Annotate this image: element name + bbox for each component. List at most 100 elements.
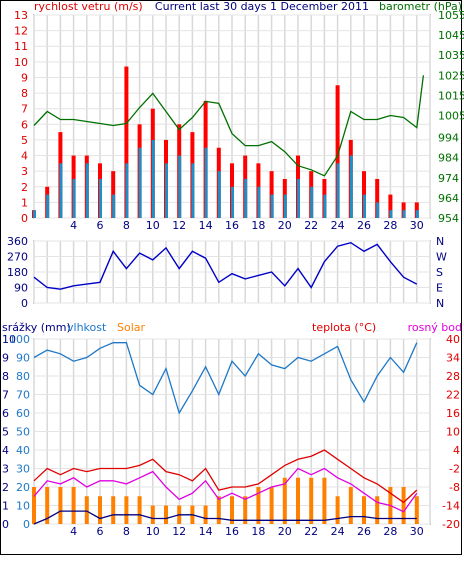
p1-left-axis-label: rychlost vetru (m/s) [34,0,143,13]
p1-wind-bar [402,210,406,218]
p3-x-tick-label: 24 [331,525,345,538]
p1-wind-bar [33,210,36,218]
p3-temperature-line [33,449,418,504]
p1-right-tick-label: 1015 [438,89,464,102]
chart-title: Current last 30 days 1 December 2011 [155,0,369,13]
p3-x-tick-label: 26 [357,525,371,538]
p1-left-tick-label: 8 [21,87,28,100]
p1-left-tick-label: 0 [21,212,28,225]
p3-rain-tick-label: 0 [2,518,9,531]
p1-pressure-line [33,75,425,177]
p1-right-tick-label: 974 [438,172,459,185]
p3-rain-tick-label: 6 [2,407,9,420]
p1-x-tick-label: 10 [146,219,160,232]
p1-x-tick-label: 24 [331,219,345,232]
p2-right-tick-label: S [436,266,443,279]
p1-wind-bar [85,163,89,218]
p3-solar-bar [296,477,300,524]
p3-x-tick-label: 20 [278,525,292,538]
p3-temp-tick-label: -2 [449,463,460,476]
p1-right-tick-label: 984 [438,152,459,165]
p1-wind-bar [125,163,129,218]
p1-left-tick-label: 13 [14,9,28,22]
p1-wind-bar [138,147,142,218]
p1-left-tick-label: 4 [21,150,28,163]
p1-wind-bar [99,178,102,218]
p3-solar-bar [32,487,36,524]
p1-wind-bar [363,194,366,218]
p3-solar-bar [124,496,129,524]
p2-right-tick-label: N [436,297,444,310]
p3-solar-bar [45,487,50,524]
p3-temp-tick-label: -20 [442,518,460,531]
p3-solar-bar [322,477,327,524]
p3-solar-bar [375,496,380,524]
p1-x-tick-label: 22 [304,219,318,232]
p3-solar-bar [256,487,261,524]
p2-left-tick-label: 90 [14,282,28,295]
p1-right-tick-label: 1025 [438,69,464,82]
p3-solar-bar [230,496,234,524]
p3-solar-bar [309,477,314,524]
p3-humidity-axis-label: vlhkost [67,321,107,334]
p1-wind-bar [112,194,116,218]
p3-humidity-line [33,342,418,415]
p1-left-tick-label: 12 [14,25,28,38]
p3-solar-bar [269,487,274,524]
p2-right-tick-label: W [436,251,447,264]
p3-humidity-tick-label: 40 [16,444,30,457]
p1-x-tick-label: 6 [97,219,104,232]
p1-left-tick-label: 1 [21,196,28,209]
p1-right-tick-label: 954 [438,212,459,225]
p3-x-tick-label: 4 [70,525,77,538]
p3-humidity-tick-label: 50 [16,426,30,439]
p3-temp-tick-label: 16 [446,407,460,420]
p2-left-tick-label: 180 [7,266,28,279]
p3-solar-bar [335,496,340,524]
p3-humidity-tick-label: 0 [23,518,30,531]
p3-humidity-tick-label: 90 [16,352,30,365]
p3-temp-tick-label: -8 [449,481,460,494]
p1-wind-bar [323,194,327,218]
p3-rain-tick-label: 7 [2,389,9,402]
p3-x-tick-label: 18 [251,525,265,538]
p1-wind-bar [72,178,76,218]
p1-x-tick-label: 30 [410,219,424,232]
p3-solar-bar [71,487,76,524]
p3-temp-tick-label: 4 [453,444,460,457]
p3-rain-line [33,510,417,525]
p3-temp-tick-label: 40 [446,333,460,346]
p3-x-tick-label: 10 [146,525,160,538]
p3-x-tick-label: 6 [97,525,104,538]
p1-left-tick-label: 2 [21,181,28,194]
p3-solar-bar [203,505,208,524]
p1-wind-bar [349,155,353,218]
p1-gust-bar [335,85,340,219]
p1-wind-bar [165,163,168,218]
p3-solar-bar [348,487,353,524]
p1-wind-bar [336,163,340,218]
p3-rain-tick-label: 10 [2,333,16,346]
p1-left-tick-label: 5 [21,134,28,147]
p1-wind-bar [151,139,155,218]
p3-temp-tick-label: 28 [446,370,460,383]
p3-solar-bar [414,496,419,524]
p3-humidity-tick-label: 60 [16,407,30,420]
p2-right-tick-label: N [436,235,444,248]
p3-x-tick-label: 12 [172,525,186,538]
p1-wind-bar [257,186,261,218]
p3-humidity-tick-label: 10 [16,500,30,513]
p2-direction-line [33,241,418,290]
p1-right-tick-label: 1055 [438,9,464,22]
p3-solar-bar [164,505,168,524]
p1-gust-bar [375,178,380,218]
p1-wind-bar [283,194,287,218]
p3-solar-axis-label: Solar [117,321,146,334]
p2-left-tick-label: 0 [21,297,28,310]
p1-x-tick-label: 18 [251,219,265,232]
p3-solar-bar [401,487,406,524]
p3-rain-axis-label: srážky (mm) [2,321,71,334]
p1-x-tick-label: 12 [172,219,186,232]
p3-humidity-tick-label: 70 [16,389,30,402]
